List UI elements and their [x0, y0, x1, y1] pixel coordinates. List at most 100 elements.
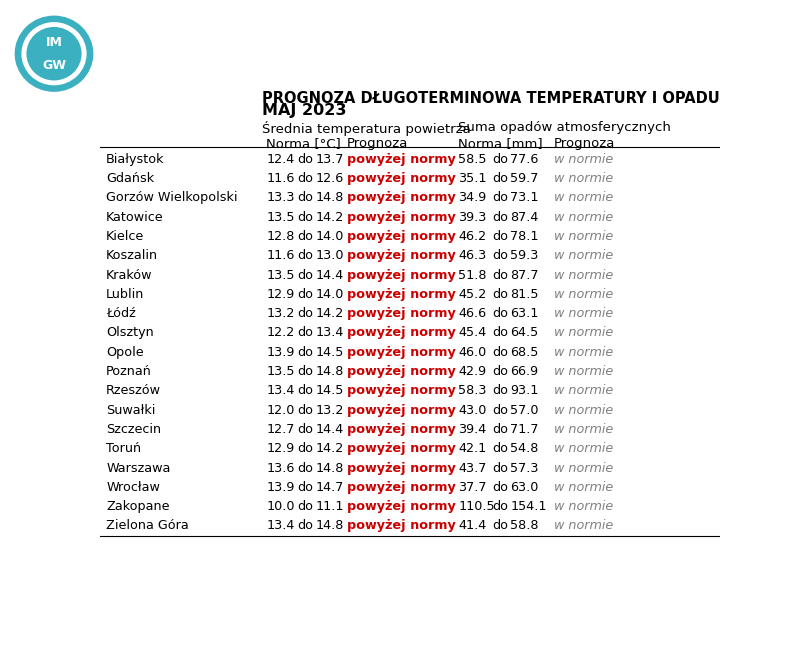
Text: do: do: [297, 211, 313, 224]
Text: Norma [mm]: Norma [mm]: [458, 137, 543, 150]
Text: do: do: [492, 172, 508, 185]
Text: 13.4: 13.4: [266, 519, 294, 533]
Text: 13.4: 13.4: [316, 327, 344, 340]
Text: 14.8: 14.8: [316, 191, 344, 204]
Text: do: do: [492, 327, 508, 340]
Text: do: do: [492, 191, 508, 204]
Text: MAJ 2023: MAJ 2023: [262, 104, 347, 118]
Text: 77.6: 77.6: [510, 153, 539, 166]
Text: 13.7: 13.7: [316, 153, 344, 166]
Text: Lublin: Lublin: [106, 288, 145, 301]
Text: do: do: [297, 500, 313, 513]
Text: 14.5: 14.5: [316, 384, 344, 397]
Text: Zakopane: Zakopane: [106, 500, 170, 513]
Text: do: do: [297, 384, 313, 397]
Text: Prognoza: Prognoza: [346, 137, 408, 150]
Text: w normie: w normie: [554, 288, 613, 301]
Text: 12.6: 12.6: [316, 172, 344, 185]
Text: powyżej normy: powyżej normy: [346, 365, 455, 378]
Text: powyżej normy: powyżej normy: [346, 249, 455, 262]
Text: 41.4: 41.4: [458, 519, 486, 533]
Text: Rzeszów: Rzeszów: [106, 384, 161, 397]
Text: do: do: [297, 307, 313, 320]
Text: powyżej normy: powyżej normy: [346, 481, 455, 494]
Text: 39.4: 39.4: [458, 423, 486, 436]
Text: 14.4: 14.4: [316, 423, 344, 436]
Text: do: do: [297, 288, 313, 301]
Text: Kraków: Kraków: [106, 269, 153, 282]
Text: 68.5: 68.5: [510, 346, 539, 359]
Text: powyżej normy: powyżej normy: [346, 500, 455, 513]
Text: do: do: [492, 481, 508, 494]
Text: do: do: [492, 423, 508, 436]
Text: powyżej normy: powyżej normy: [346, 230, 455, 243]
Text: 12.9: 12.9: [266, 288, 294, 301]
Text: 13.9: 13.9: [266, 481, 294, 494]
Text: 13.5: 13.5: [266, 211, 294, 224]
Text: 12.9: 12.9: [266, 442, 294, 455]
Text: 58.5: 58.5: [458, 153, 487, 166]
Text: 10.0: 10.0: [266, 500, 294, 513]
Text: 37.7: 37.7: [458, 481, 487, 494]
Text: do: do: [297, 327, 313, 340]
Text: GW: GW: [42, 59, 66, 72]
Text: do: do: [297, 423, 313, 436]
Text: 13.4: 13.4: [266, 384, 294, 397]
Text: w normie: w normie: [554, 172, 613, 185]
Text: 14.2: 14.2: [316, 307, 344, 320]
Text: powyżej normy: powyżej normy: [346, 211, 455, 224]
Text: 14.8: 14.8: [316, 365, 344, 378]
Text: do: do: [492, 519, 508, 533]
Text: w normie: w normie: [554, 423, 613, 436]
Text: Łódź: Łódź: [106, 307, 136, 320]
Text: 14.8: 14.8: [316, 519, 344, 533]
Text: 154.1: 154.1: [510, 500, 547, 513]
Text: w normie: w normie: [554, 230, 613, 243]
Text: 34.9: 34.9: [458, 191, 486, 204]
Text: do: do: [297, 153, 313, 166]
Text: 13.5: 13.5: [266, 269, 294, 282]
Text: do: do: [492, 269, 508, 282]
Text: Średnia temperatura powietrza: Średnia temperatura powietrza: [262, 120, 471, 135]
Text: PROGNOZA DŁUGOTERMINOWA TEMPERATURY I OPADU: PROGNOZA DŁUGOTERMINOWA TEMPERATURY I OP…: [262, 90, 720, 105]
Text: 14.5: 14.5: [316, 346, 344, 359]
Text: 11.1: 11.1: [316, 500, 344, 513]
Text: Warszawa: Warszawa: [106, 462, 170, 475]
Text: 63.1: 63.1: [510, 307, 539, 320]
Text: 73.1: 73.1: [510, 191, 539, 204]
Text: 78.1: 78.1: [510, 230, 539, 243]
Text: 57.0: 57.0: [510, 404, 539, 417]
Text: Koszalin: Koszalin: [106, 249, 158, 262]
Text: do: do: [297, 249, 313, 262]
Text: Wrocław: Wrocław: [106, 481, 160, 494]
Text: 11.6: 11.6: [266, 172, 294, 185]
Text: 14.2: 14.2: [316, 442, 344, 455]
Text: do: do: [492, 346, 508, 359]
Text: 12.8: 12.8: [266, 230, 294, 243]
Text: w normie: w normie: [554, 365, 613, 378]
Text: 13.6: 13.6: [266, 462, 294, 475]
Text: do: do: [297, 404, 313, 417]
Text: powyżej normy: powyżej normy: [346, 404, 455, 417]
Text: do: do: [492, 462, 508, 475]
Text: w normie: w normie: [554, 404, 613, 417]
Text: w normie: w normie: [554, 384, 613, 397]
Text: do: do: [297, 365, 313, 378]
Text: Prognoza: Prognoza: [554, 137, 615, 150]
Text: Szczecin: Szczecin: [106, 423, 162, 436]
Text: do: do: [492, 384, 508, 397]
Text: w normie: w normie: [554, 307, 613, 320]
Text: 54.8: 54.8: [510, 442, 539, 455]
Text: do: do: [492, 500, 508, 513]
Text: do: do: [297, 172, 313, 185]
Text: w normie: w normie: [554, 249, 613, 262]
Text: do: do: [297, 346, 313, 359]
Text: Katowice: Katowice: [106, 211, 164, 224]
Text: Białystok: Białystok: [106, 153, 165, 166]
Text: 13.9: 13.9: [266, 346, 294, 359]
Text: Zielona Góra: Zielona Góra: [106, 519, 189, 533]
Text: IM: IM: [46, 36, 62, 49]
Text: do: do: [492, 307, 508, 320]
Text: Kielce: Kielce: [106, 230, 145, 243]
Text: Norma [°C]: Norma [°C]: [266, 137, 341, 150]
